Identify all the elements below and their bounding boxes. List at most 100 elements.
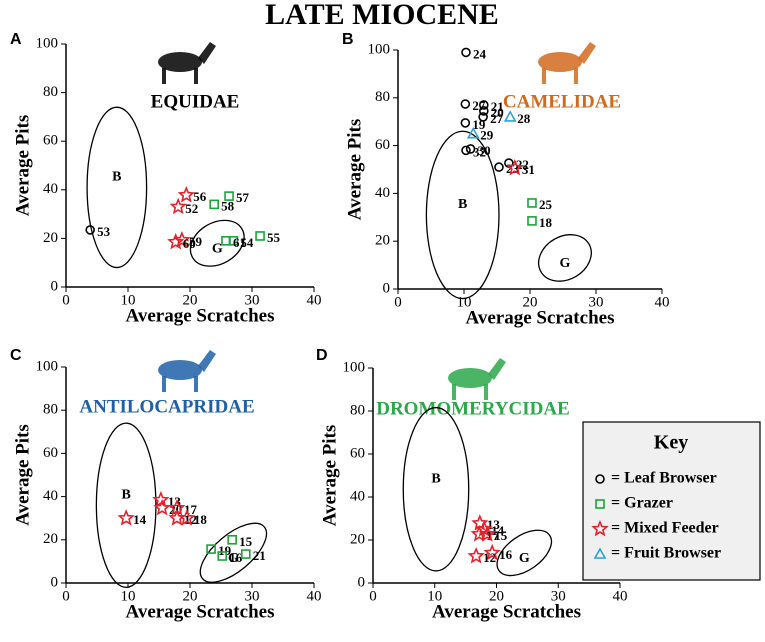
y-axis-label: Average Pits [319,425,340,526]
key-label: = Fruit Browser [611,545,721,562]
point [153,498,171,516]
point [217,551,228,561]
point-label: 57 [236,190,250,205]
region-ellipse [402,406,470,572]
y-tick-label: 0 [383,280,391,296]
panel-letter: C [10,347,22,364]
region-ellipse [425,130,500,300]
x-tick-label: 30 [245,588,260,604]
point [460,99,471,109]
point [527,216,537,226]
figure-title: LATE MIOCENE [265,0,499,31]
point-label: 30 [478,143,491,158]
point [467,546,485,564]
x-tick-label: 30 [245,292,260,308]
point-label: 18 [194,512,208,527]
point-label: 20 [491,105,504,120]
animal-icon [162,376,166,392]
key-marker [595,474,605,484]
point [241,549,251,559]
animal-icon [198,350,216,372]
point [227,534,237,545]
point-label: 15 [494,528,508,543]
point-label: 14 [133,512,147,527]
animal-icon [162,68,166,84]
family-label: DROMOMERYCIDAE [376,398,570,419]
point-label: 56 [193,189,207,204]
y-tick-label: 0 [358,574,366,590]
point-label: 16 [499,547,513,562]
family-label: ANTILOCAPRIDAE [79,396,254,417]
point [177,185,195,203]
x-tick-label: 10 [427,588,442,604]
point-label: 14 [491,523,505,538]
family-label: EQUIDAE [151,91,240,112]
y-tick-label: 60 [43,445,58,461]
x-axis-label: Average Scratches [466,307,615,328]
x-axis-label: Average Scratches [432,601,581,622]
point [466,127,480,139]
point [255,231,265,241]
region-ellipse [538,234,592,282]
point [206,544,216,554]
point [224,191,234,201]
point [209,199,219,210]
point [478,525,496,542]
point [503,110,517,122]
panel-letter: D [316,347,328,364]
region-ellipse [95,422,157,588]
y-tick-label: 100 [36,35,59,51]
x-axis-label: Average Scratches [126,601,275,622]
point [461,145,471,156]
point [221,236,231,246]
key-title: Key [654,432,688,454]
x-tick-label: 0 [369,588,377,604]
animal-icon [198,42,216,64]
x-tick-label: 30 [551,588,566,604]
y-tick-label: 100 [368,41,391,57]
y-tick-label: 20 [43,230,58,246]
point-label: 60 [183,236,196,251]
y-tick-label: 40 [350,488,365,504]
point [494,162,504,172]
y-tick-label: 60 [375,137,390,153]
x-tick-label: 10 [121,292,136,308]
point-label: 29 [480,128,494,143]
panel-letter: A [10,31,22,48]
region-label: B [458,197,467,212]
x-tick-label: 0 [62,292,70,308]
key-marker [591,519,609,537]
point-label: 24 [473,46,487,61]
y-tick-label: 80 [43,84,58,100]
region-label: B [112,170,121,185]
animal-icon [448,368,492,388]
animal-icon [158,52,202,72]
animal-icon [484,384,488,400]
point-label: 53 [97,224,111,239]
x-tick-label: 40 [307,292,322,308]
y-tick-label: 40 [43,181,58,197]
point-label: 16 [229,550,243,565]
y-tick-label: 80 [350,402,365,418]
point-label: 52 [185,201,198,216]
point [478,100,489,110]
animal-icon [542,68,546,84]
point-label: 58 [221,198,235,213]
y-tick-label: 20 [350,531,365,547]
x-tick-label: 40 [613,588,628,604]
x-tick-label: 0 [394,294,402,310]
x-tick-label: 40 [655,294,670,310]
animal-icon [158,360,202,380]
point-label: 21 [253,548,266,563]
x-tick-label: 40 [307,588,322,604]
panel-letter: B [342,31,354,48]
region-ellipse [199,522,268,583]
point-label: 27 [490,111,504,126]
region-label: G [212,241,223,256]
point-label: 31 [522,162,535,177]
point-label: 61 [233,235,246,250]
animal-icon [452,384,456,400]
y-tick-label: 80 [375,89,390,105]
point [478,106,489,116]
